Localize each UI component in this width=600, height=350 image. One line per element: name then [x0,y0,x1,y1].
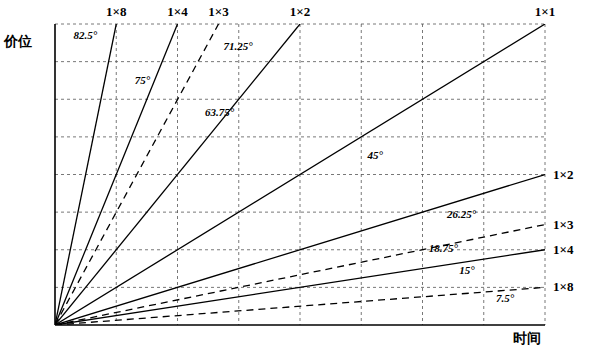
fan-line [55,24,300,325]
angle-label: 15° [459,264,475,276]
grid-line-y [55,61,545,62]
line-label: 1×4 [553,242,574,257]
y-axis [54,24,56,325]
grid-line-x [238,24,239,325]
fan-line [55,287,545,325]
angle-label: 82.5° [73,29,97,41]
fan-line [55,24,219,325]
labels: 1×8 1×4 1×3 1×2 1×1 1×2 1×3 1×4 1×8 82.5° 75° 71.25… [73,4,574,304]
line-label: 1×3 [553,217,574,232]
y-axis-label: 价位 [3,34,32,49]
lines [55,24,545,325]
line-label: 1×8 [106,4,127,19]
angle-label: 71.25° [223,40,253,52]
fan-line [55,24,178,325]
angle-label: 18.75° [429,242,459,254]
line-label: 1×8 [553,279,574,294]
line-label: 1×4 [167,4,188,19]
angle-label: 26.25° [446,208,477,220]
line-label: 1×2 [553,167,573,182]
line-label: 1×1 [535,4,555,19]
angle-label: 45° [366,149,383,161]
fan-line [55,225,545,325]
chart: 1×8 1×4 1×3 1×2 1×1 1×2 1×3 1×4 1×8 82.5° 75° 71.25… [0,0,600,350]
angle-label: 75° [135,74,151,86]
grid-line-y [55,99,545,100]
x-axis-label: 时间 [513,331,541,346]
line-label: 1×3 [208,4,229,19]
fan-line [55,24,545,325]
fan-line [55,24,116,325]
grid-line-y [55,136,545,137]
fan-line [55,250,545,325]
fan-line [55,175,545,326]
grid [55,24,545,325]
angle-label: 63.75° [205,106,235,118]
line-label: 1×2 [290,4,310,19]
x-axis [55,324,545,326]
angle-label: 7.5° [496,292,515,304]
